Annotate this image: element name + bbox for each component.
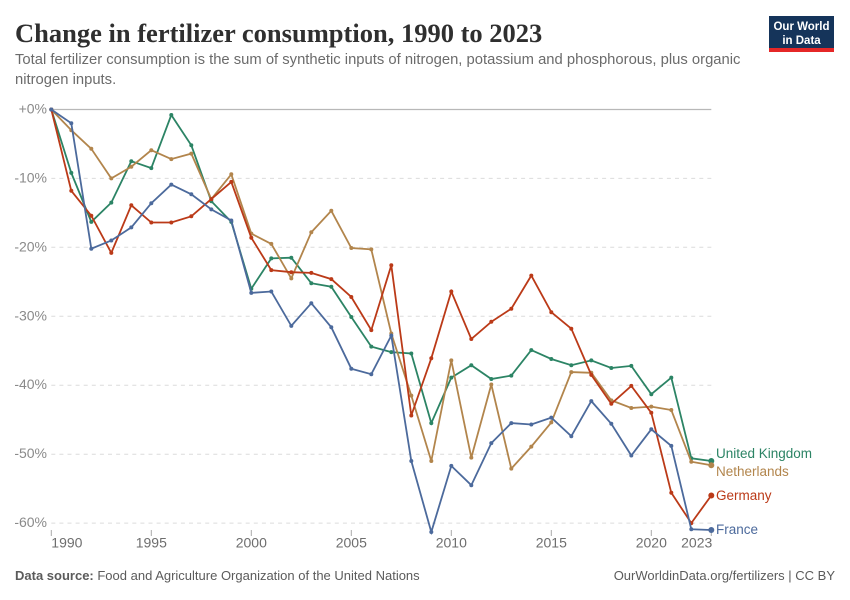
svg-text:2023: 2023 [681, 535, 712, 551]
svg-text:-10%: -10% [14, 169, 47, 185]
svg-text:2010: 2010 [436, 535, 467, 551]
svg-text:-20%: -20% [14, 238, 47, 254]
svg-text:1995: 1995 [136, 535, 167, 551]
svg-text:2015: 2015 [536, 535, 567, 551]
svg-text:Germany: Germany [716, 488, 772, 503]
svg-text:-60%: -60% [14, 514, 47, 530]
svg-text:France: France [716, 522, 758, 537]
svg-text:-40%: -40% [14, 376, 47, 392]
svg-text:2000: 2000 [236, 535, 267, 551]
svg-text:Netherlands: Netherlands [716, 464, 789, 479]
svg-text:-30%: -30% [14, 307, 47, 323]
svg-text:United Kingdom: United Kingdom [716, 446, 812, 461]
svg-text:-50%: -50% [14, 445, 47, 461]
svg-text:+0%: +0% [19, 101, 47, 117]
svg-text:2020: 2020 [636, 535, 667, 551]
svg-text:1990: 1990 [51, 535, 82, 551]
svg-text:2005: 2005 [336, 535, 367, 551]
